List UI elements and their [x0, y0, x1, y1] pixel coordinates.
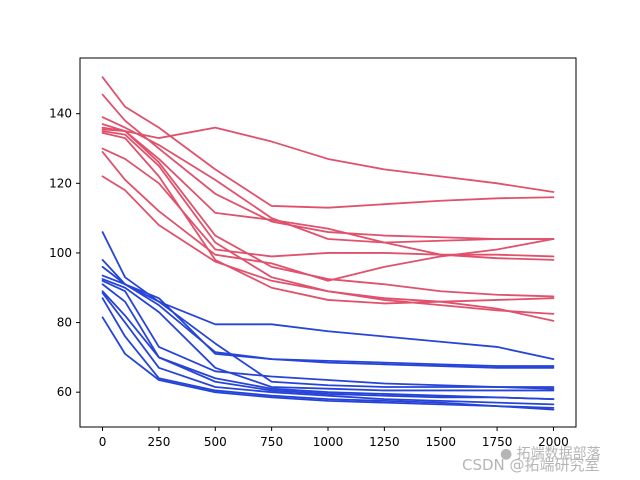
series-line-red-7 — [101, 130, 555, 315]
series-line-blue-13 — [101, 259, 555, 367]
y-tick-label: 120 — [49, 176, 72, 190]
series-line-red-10 — [101, 151, 555, 282]
series-line-red-9 — [101, 147, 555, 258]
x-tick-label: 500 — [204, 435, 227, 449]
x-tick-label: 0 — [99, 435, 107, 449]
series-line-blue-19 — [101, 290, 555, 401]
series-line-blue-22 — [101, 316, 555, 411]
x-tick-label: 2000 — [538, 435, 569, 449]
series-line-red-1 — [101, 76, 555, 209]
series-line-blue-14 — [101, 265, 555, 369]
series-line-blue-12 — [101, 231, 555, 361]
watermark-credit: CSDN @拓端研究室 — [462, 456, 600, 474]
series-line-blue-20 — [101, 292, 555, 406]
x-axis: 0 250 500 750 1000 1250 1500 1750 2000 — [99, 427, 569, 449]
y-axis: 60 80 100 120 140 — [49, 107, 80, 399]
series-line-red-2 — [101, 93, 555, 240]
series-line-red-8 — [101, 131, 555, 305]
series-line-red-4 — [101, 123, 555, 193]
y-tick-label: 140 — [49, 107, 72, 121]
series-line-red-3 — [101, 116, 555, 244]
x-tick-label: 1000 — [313, 435, 344, 449]
series-line-red-5 — [101, 126, 555, 261]
y-tick-label: 100 — [49, 246, 72, 260]
y-tick-label: 60 — [57, 385, 72, 399]
x-tick-label: 1250 — [369, 435, 400, 449]
watermark-brand: ● 拓端数据部落 — [500, 443, 601, 463]
x-tick-label: 1500 — [425, 435, 456, 449]
x-tick-label: 1750 — [482, 435, 513, 449]
y-tick-label: 80 — [57, 316, 72, 330]
series-line-red-6 — [101, 128, 555, 298]
series-line-blue-17 — [101, 279, 555, 390]
series-line-blue-16 — [101, 278, 555, 392]
x-tick-label: 750 — [260, 435, 283, 449]
series-line-red-11 — [101, 175, 555, 322]
chat-bubble-icon: ● — [500, 446, 513, 462]
series-layer — [101, 76, 555, 411]
watermark-brand-text: 拓端数据部落 — [516, 446, 601, 462]
x-tick-label: 250 — [147, 435, 170, 449]
